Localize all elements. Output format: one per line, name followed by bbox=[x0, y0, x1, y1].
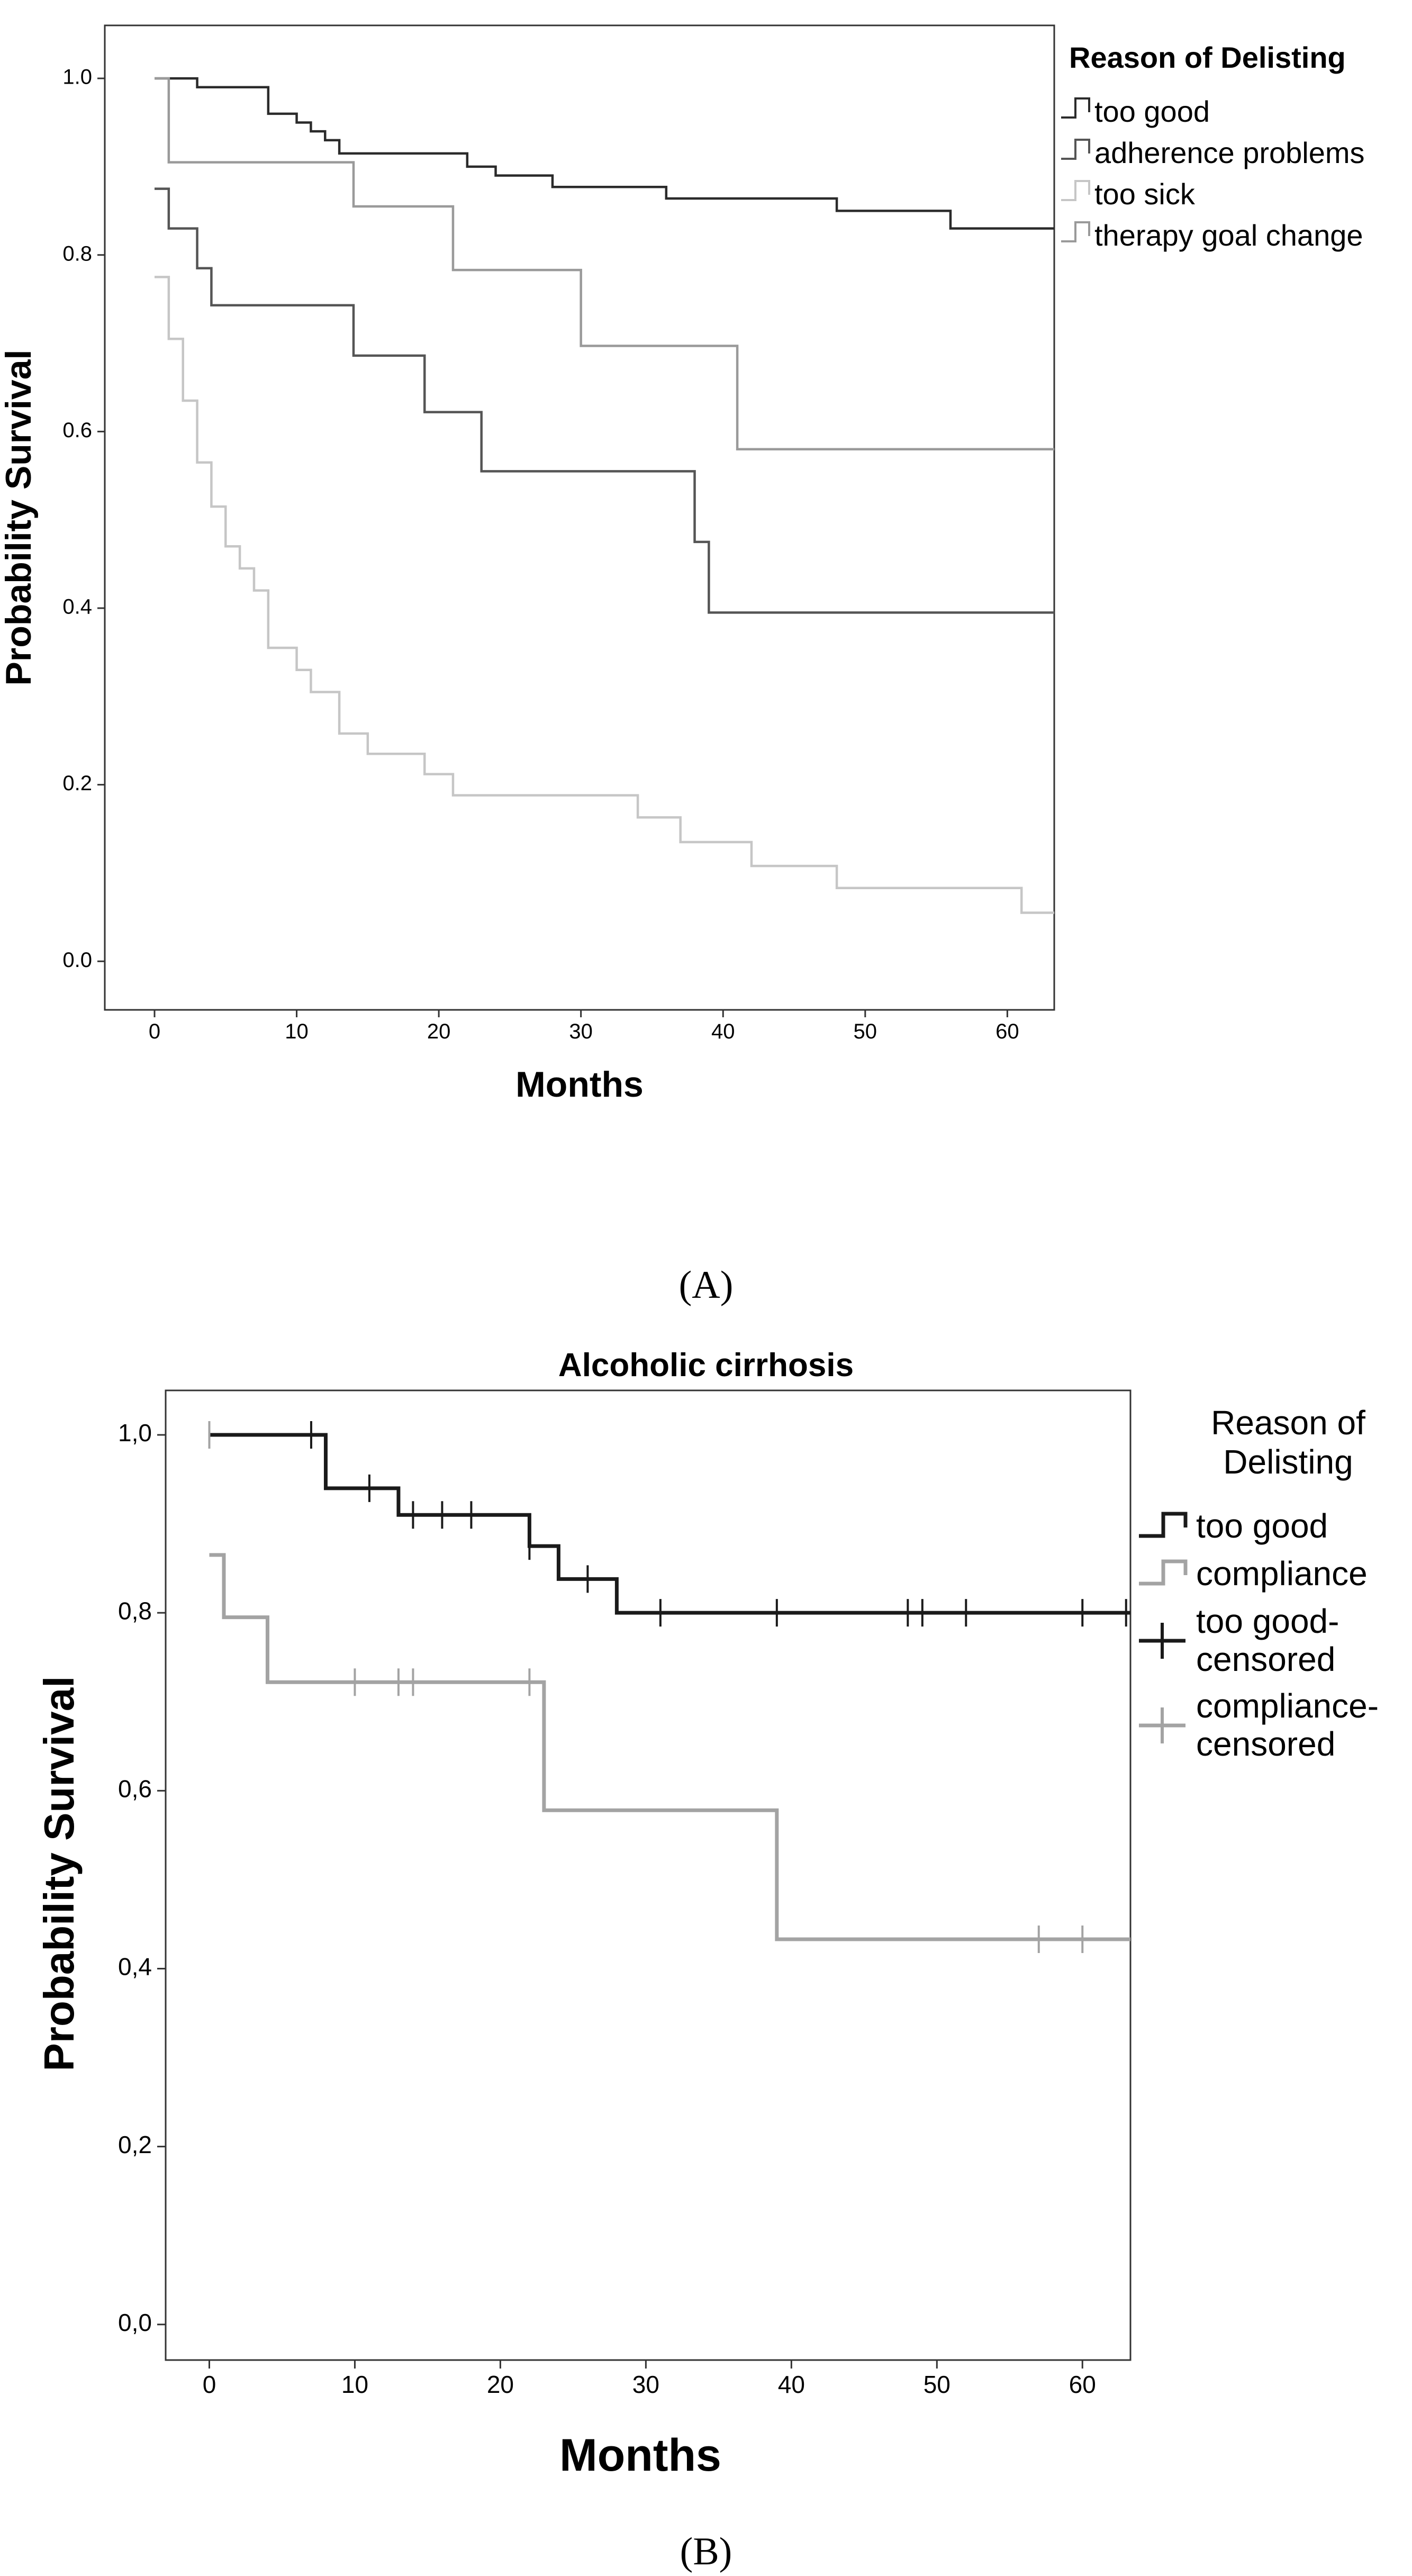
y-tick-label: 0,4 bbox=[118, 1953, 152, 1981]
x-tick-label: 30 bbox=[569, 1020, 593, 1043]
x-axis-title-a: Months bbox=[515, 1064, 644, 1105]
legend-label-therapy-goal-change: therapy goal change bbox=[1094, 219, 1363, 252]
y-tick-label: 0,8 bbox=[118, 1597, 152, 1624]
legend-swatch-too-sick bbox=[1061, 180, 1090, 201]
x-axis-title-b: Months bbox=[559, 2430, 721, 2481]
x-tick-label: 20 bbox=[487, 2371, 514, 2398]
panel-label-b: (B) bbox=[680, 2530, 732, 2573]
series-line-adherence-problems bbox=[154, 187, 1054, 614]
series-line-compliance bbox=[209, 1553, 1130, 1941]
legend-swatch-therapy-goal-change bbox=[1061, 221, 1090, 242]
legend-swatches-a bbox=[1061, 97, 1090, 242]
x-tick-label: 20 bbox=[427, 1020, 451, 1043]
legend-swatch-adherence-problems bbox=[1061, 139, 1090, 160]
x-tick-label: 0 bbox=[203, 2371, 216, 2398]
legend-swatch-compliance bbox=[1139, 1559, 1188, 1586]
series-line-therapy-goal-change bbox=[154, 77, 1054, 450]
y-tick-label: 1,0 bbox=[118, 1419, 152, 1447]
series-line-too-sick bbox=[154, 276, 1054, 914]
legend-title-b-line-2: Delisting bbox=[1223, 1443, 1353, 1481]
plot-frame-b bbox=[165, 1389, 1132, 2361]
legend-label-too-sick: too sick bbox=[1094, 177, 1196, 211]
legend-swatches-b bbox=[1139, 1512, 1188, 1743]
x-tick-label: 40 bbox=[711, 1020, 735, 1043]
legend-label-compliance-censored-2: censored bbox=[1196, 1725, 1335, 1763]
y-axis-title-a: Probability Survival bbox=[0, 350, 39, 686]
y-tick-label: 1.0 bbox=[62, 66, 92, 89]
legend-swatch-too-good bbox=[1139, 1512, 1188, 1538]
legend-b: Reason of Delisting too good compliance … bbox=[1139, 1404, 1379, 1763]
y-axis-title-b: Probability Survival bbox=[35, 1676, 83, 2072]
series-group-b bbox=[208, 1421, 1130, 1954]
legend-label-too-good-censored-1: too good- bbox=[1196, 1602, 1339, 1640]
y-tick-label: 0.0 bbox=[62, 948, 92, 972]
x-tick-label: 40 bbox=[778, 2371, 805, 2398]
x-tick-label: 60 bbox=[995, 1020, 1019, 1043]
legend-title-b-line-1: Reason of bbox=[1211, 1404, 1365, 1442]
panel-a: 0.0 0.2 0.4 0.6 0.8 1.0 0 10 20 30 40 50 60 Probabi… bbox=[0, 24, 1365, 1307]
y-tick-label: 0.4 bbox=[62, 595, 92, 619]
y-tick-label: 0,6 bbox=[118, 1775, 152, 1802]
x-axis-b: 0 10 20 30 40 50 60 bbox=[203, 2360, 1096, 2398]
y-tick-label: 0,0 bbox=[118, 2309, 152, 2336]
x-tick-label: 10 bbox=[341, 2371, 368, 2398]
x-tick-label: 50 bbox=[854, 1020, 877, 1043]
legend-label-adherence-problems: adherence problems bbox=[1094, 136, 1365, 169]
y-axis-b: 0,0 0,2 0,4 0,6 0,8 1,0 bbox=[118, 1419, 166, 2336]
x-tick-label: 10 bbox=[285, 1020, 309, 1043]
x-tick-label: 60 bbox=[1069, 2371, 1096, 2398]
plot-frame-a bbox=[104, 24, 1055, 1011]
y-tick-label: 0,2 bbox=[118, 2131, 152, 2158]
y-tick-label: 0.6 bbox=[62, 419, 92, 442]
y-tick-label: 0.2 bbox=[62, 772, 92, 795]
legend-label-compliance: compliance bbox=[1196, 1554, 1368, 1593]
legend-title-a: Reason of Delisting bbox=[1069, 41, 1346, 74]
legend-label-compliance-censored-1: compliance- bbox=[1196, 1687, 1379, 1725]
y-tick-label: 0.8 bbox=[62, 242, 92, 265]
legend-label-too-good-censored-2: censored bbox=[1196, 1640, 1335, 1678]
series-group-a bbox=[154, 77, 1054, 914]
x-tick-label: 50 bbox=[924, 2371, 951, 2398]
panel-label-a: (A) bbox=[679, 1263, 734, 1307]
series-line-too-good bbox=[154, 77, 1054, 230]
x-tick-label: 30 bbox=[632, 2371, 659, 2398]
legend-label-too-good-b: too good bbox=[1196, 1507, 1328, 1545]
series-line-too-good bbox=[209, 1433, 1130, 1615]
chart-title-b: Alcoholic cirrhosis bbox=[558, 1347, 854, 1384]
y-axis-a: 0.0 0.2 0.4 0.6 0.8 1.0 bbox=[62, 66, 105, 972]
legend-swatch-too-good bbox=[1061, 97, 1090, 119]
panel-b: Alcoholic cirrhosis 0,0 0,2 0,4 0,6 0,8 1,0 0… bbox=[35, 1347, 1379, 2573]
legend-a: Reason of Delisting too good adherence p… bbox=[1061, 41, 1365, 252]
x-axis-a: 0 10 20 30 40 50 60 bbox=[149, 1010, 1019, 1043]
x-tick-label: 0 bbox=[149, 1020, 160, 1043]
legend-label-too-good: too good bbox=[1094, 95, 1210, 128]
